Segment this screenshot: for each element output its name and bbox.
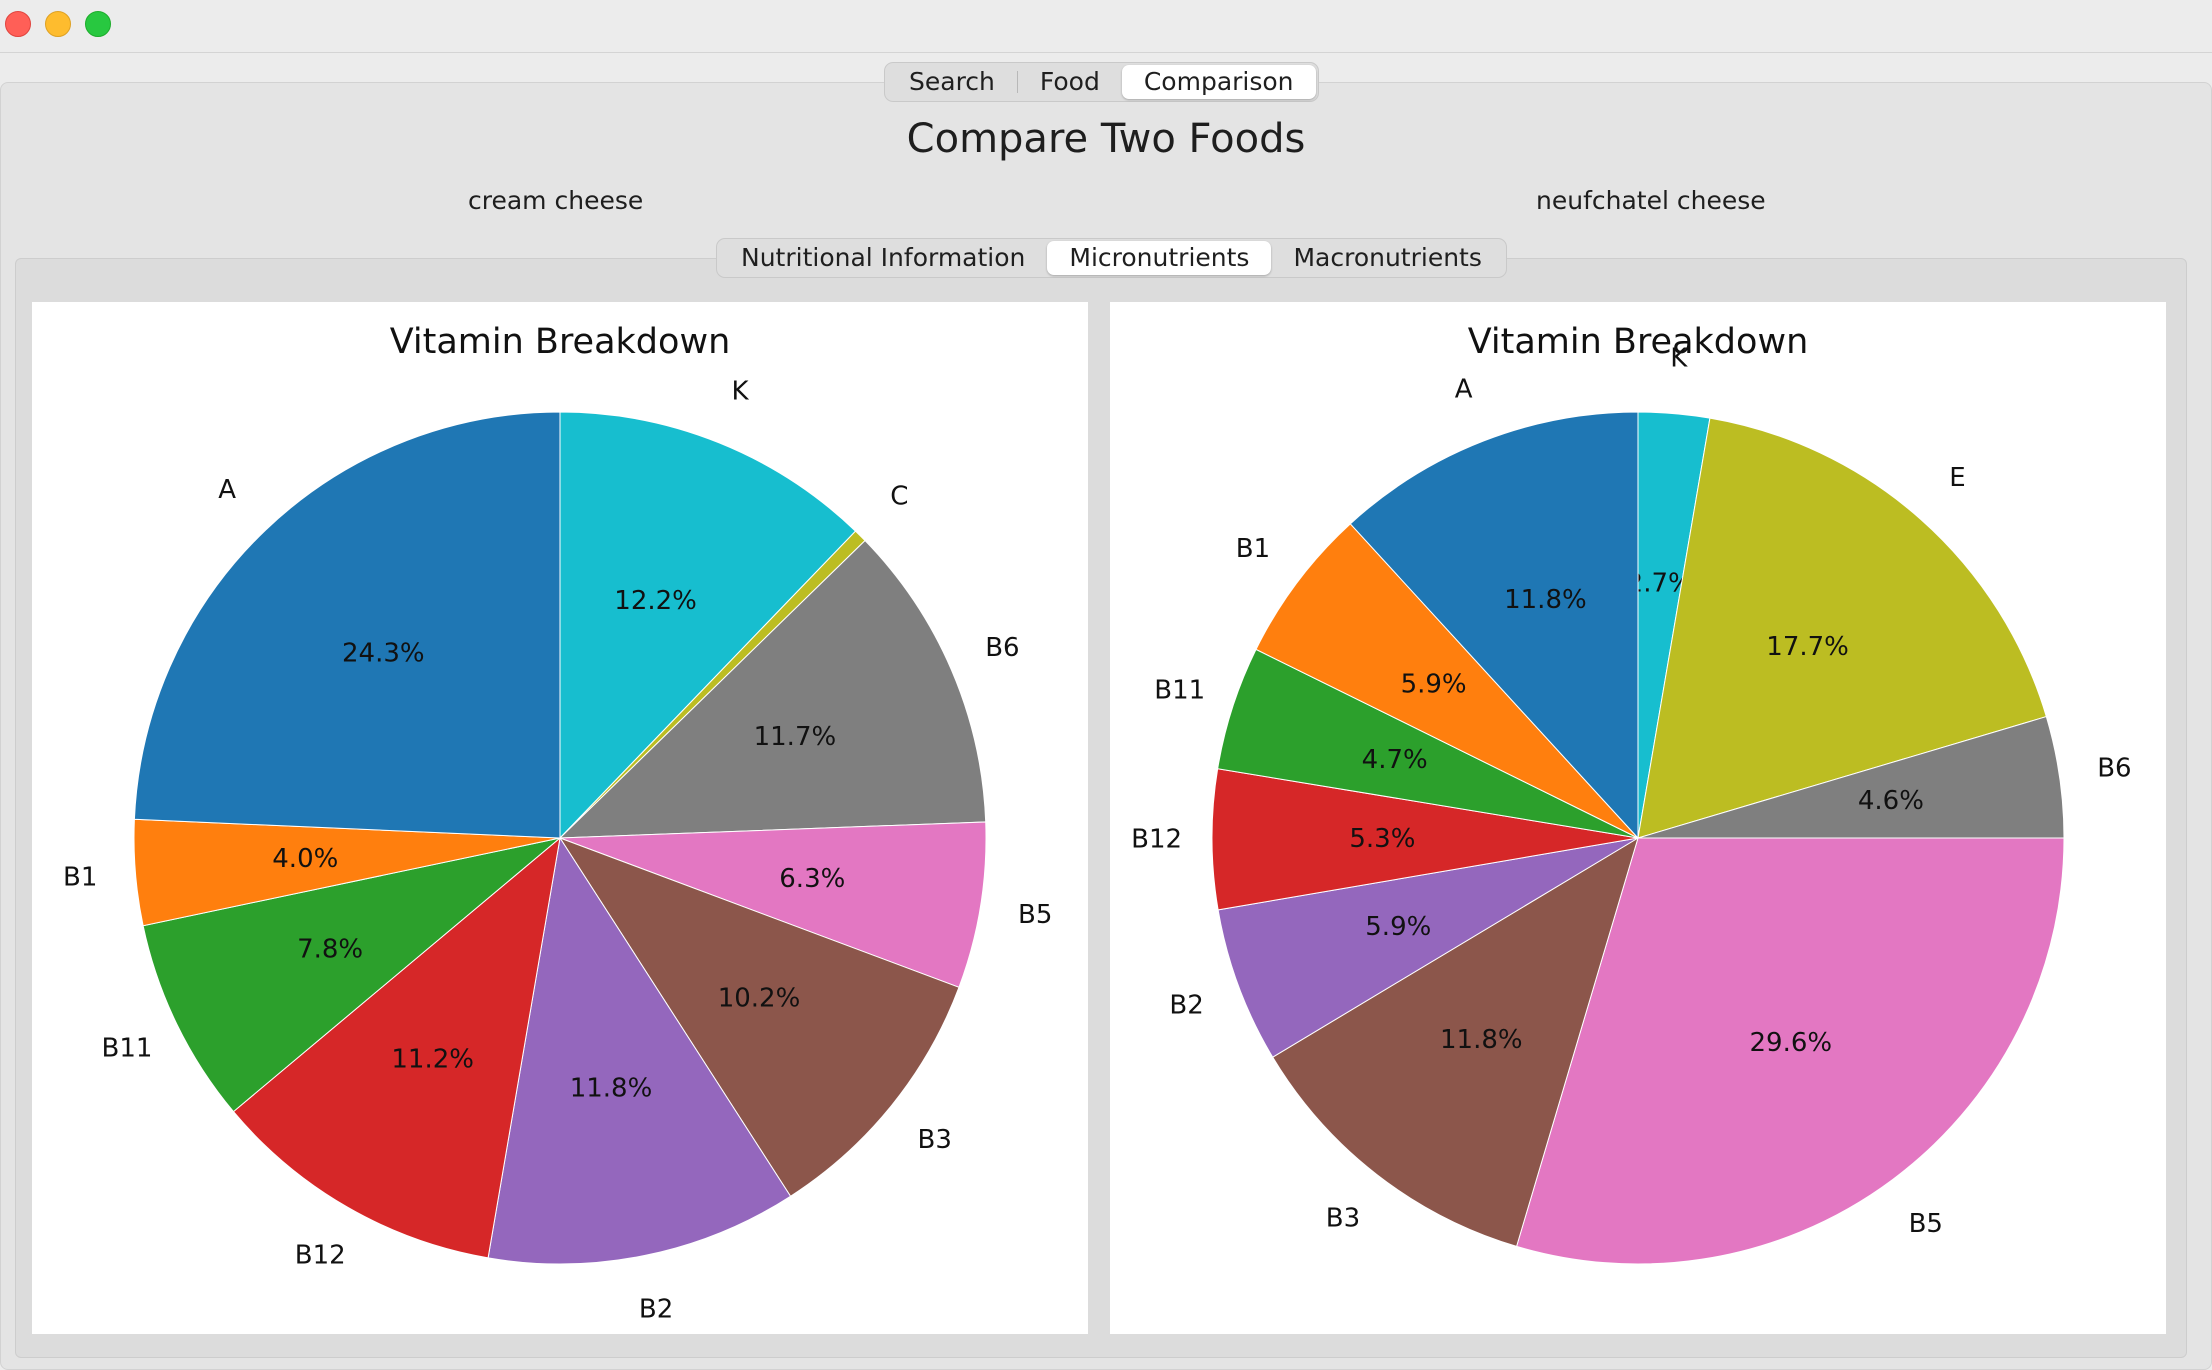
- right-slice-b12: [1211, 768, 1639, 911]
- maximize-window-button[interactable]: [85, 11, 111, 37]
- left-label-b3: B3: [918, 1125, 952, 1155]
- left-label-b6: B6: [985, 633, 1019, 663]
- right-slice-b1: [1255, 523, 1639, 839]
- right-label-b6: B6: [2097, 754, 2131, 784]
- left-label-b2: B2: [639, 1295, 673, 1325]
- left-pct-b2: 11.8%: [570, 1074, 653, 1104]
- left-slice-b12: [232, 836, 561, 1259]
- left-pct-a: 24.3%: [342, 638, 425, 668]
- tab-comparison[interactable]: Comparison: [1121, 65, 1316, 99]
- right-pct-b1: 5.9%: [1401, 670, 1467, 700]
- left-slice-b5: [559, 821, 987, 988]
- tab-separator: [1016, 71, 1018, 93]
- left-slice-b2: [487, 836, 792, 1265]
- left-pct-b3: 10.2%: [718, 983, 801, 1013]
- left-chart-title: Vitamin Breakdown: [389, 322, 731, 362]
- tab-nutritional-information[interactable]: Nutritional Information: [741, 243, 1026, 272]
- title-bar: [0, 0, 2212, 53]
- left-label-b1: B1: [63, 862, 97, 892]
- right-pct-b6: 4.6%: [1858, 786, 1924, 816]
- left-pie-chart: K 12.2% C B6 11.7% B5 6.3% B3 10.2% B2 11.8% B12 11.…: [63, 377, 1052, 1325]
- left-pct-k: 12.2%: [614, 586, 697, 616]
- left-slice-k: [559, 411, 857, 840]
- right-pct-b3: 11.8%: [1440, 1025, 1523, 1055]
- left-slice-b3: [558, 837, 960, 1197]
- right-pct-b5: 29.6%: [1749, 1028, 1832, 1058]
- right-pct-b2: 5.9%: [1365, 912, 1431, 942]
- right-pct-b11: 4.7%: [1362, 745, 1428, 775]
- tab-macronutrients[interactable]: Macronutrients: [1293, 243, 1482, 272]
- close-window-button[interactable]: [5, 11, 31, 37]
- right-slice-a: [1349, 411, 1639, 840]
- left-label-b12: B12: [295, 1240, 346, 1270]
- right-label-b5: B5: [1909, 1209, 1943, 1239]
- left-label-c: C: [890, 482, 908, 512]
- right-chart-title: Vitamin Breakdown: [1467, 322, 1809, 362]
- right-label-k: K: [1670, 343, 1688, 373]
- left-slice-b6: [558, 539, 987, 839]
- main-tab-bar: Search Food Comparison: [884, 62, 1319, 102]
- right-slice-e: [1637, 417, 2047, 839]
- right-label-b1: B1: [1236, 534, 1270, 564]
- sub-tab-bar: Nutritional Information Micronutrients M…: [716, 238, 1507, 278]
- right-vitamin-chart: K 2.7% E 17.7% B6 4.6% B5 29.6% B3 11.8% B2 5.9% B12…: [1110, 302, 2166, 1334]
- page-title: Compare Two Foods: [906, 116, 1306, 162]
- right-food-name: neufchatel cheese: [1536, 186, 1766, 215]
- tab-food[interactable]: Food: [1039, 67, 1100, 96]
- right-label-b3: B3: [1326, 1203, 1360, 1233]
- right-pie-chart: K2.7%E17.7%B64.6%B529.6%B311.8%B25.9%B12…: [1131, 343, 2132, 1265]
- right-slice-b3: [1272, 836, 1639, 1247]
- left-slice-b11: [142, 837, 561, 1113]
- right-label-b11: B11: [1154, 676, 1205, 706]
- tab-micronutrients[interactable]: Micronutrients: [1047, 241, 1272, 275]
- left-pct-b5: 6.3%: [779, 864, 845, 894]
- minimize-window-button[interactable]: [45, 11, 71, 37]
- right-slice-b2: [1217, 837, 1639, 1058]
- left-pct-b6: 11.7%: [754, 722, 837, 752]
- left-label-b5: B5: [1018, 900, 1052, 930]
- left-vitamin-chart: K 12.2% C B6 11.7% B5 6.3% B3 10.2% B2 11.8% B12 11.…: [32, 302, 1088, 1334]
- right-pct-b12: 5.3%: [1349, 824, 1415, 854]
- right-label-a: A: [1455, 374, 1473, 404]
- right-label-b12: B12: [1131, 825, 1182, 855]
- left-food-name: cream cheese: [468, 186, 644, 215]
- right-pct-e: 17.7%: [1766, 632, 1849, 662]
- left-slice-a: [133, 411, 561, 839]
- tab-search[interactable]: Search: [909, 67, 995, 96]
- right-slice-b5: [1515, 837, 2065, 1265]
- left-pct-b11: 7.8%: [297, 935, 363, 965]
- right-label-e: E: [1949, 463, 1965, 493]
- left-label-k: K: [731, 377, 749, 407]
- right-label-b2: B2: [1169, 990, 1203, 1020]
- left-pct-b1: 4.0%: [272, 844, 338, 874]
- left-pct-b12: 11.2%: [391, 1045, 474, 1075]
- left-label-b11: B11: [102, 1033, 153, 1063]
- left-label-a: A: [218, 475, 236, 505]
- right-pct-a: 11.8%: [1504, 585, 1587, 615]
